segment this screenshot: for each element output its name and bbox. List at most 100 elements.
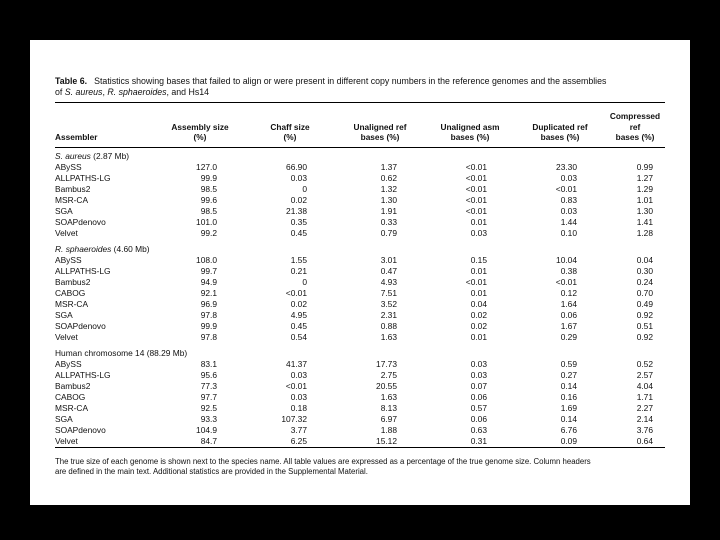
value-cell: 1.28: [636, 227, 653, 238]
value-cell: 0.14: [560, 413, 577, 424]
data-row: CABOG 92.1 <0.01 7.51 0.01 0.12 0.70: [55, 288, 665, 299]
assembler-name: CABOG: [55, 391, 86, 402]
value-cell: 92.5: [200, 402, 217, 413]
value-cell: 0.04: [636, 254, 653, 265]
assembler-name: ALLPATHS-LG: [55, 369, 111, 380]
value-cell: <0.01: [285, 380, 307, 391]
value-cell: 84.7: [200, 435, 217, 446]
assembler-name: Bambus2: [55, 183, 91, 194]
value-cell: 93.3: [200, 413, 217, 424]
value-cell: 0.79: [380, 227, 397, 238]
page-content: Table 6. Statistics showing bases that fa…: [55, 40, 665, 478]
value-cell: 1.32: [380, 183, 397, 194]
assembler-name: ALLPATHS-LG: [55, 172, 111, 183]
assembler-name: SOAPdenovo: [55, 424, 106, 435]
value-cell: 0.04: [470, 298, 487, 309]
value-cell: 4.95: [290, 309, 307, 320]
value-cell: <0.01: [465, 183, 487, 194]
value-cell: 83.1: [200, 358, 217, 369]
footnote-line-2: are defined in the main text. Additional…: [55, 467, 368, 477]
value-cell: 0.35: [290, 216, 307, 227]
value-cell: 0.03: [290, 391, 307, 402]
data-row: ALLPATHS-LG 95.6 0.03 2.75 0.03 0.27 2.57: [55, 370, 665, 381]
value-cell: 0.02: [290, 194, 307, 205]
value-cell: 99.7: [200, 265, 217, 276]
value-cell: 0.14: [560, 380, 577, 391]
value-cell: 17.73: [376, 358, 397, 369]
data-row: SGA 98.5 21.38 1.91 <0.01 0.03 1.30: [55, 206, 665, 217]
value-cell: 92.1: [200, 287, 217, 298]
value-cell: 99.9: [200, 320, 217, 331]
column-header: Unaligned ref bases (%): [353, 121, 407, 143]
value-cell: 107.32: [281, 413, 307, 424]
value-cell: 0.49: [636, 298, 653, 309]
value-cell: 101.0: [196, 216, 217, 227]
value-cell: 0.03: [470, 369, 487, 380]
value-cell: 3.52: [380, 298, 397, 309]
species-name: Human chromosome 14: [55, 347, 145, 358]
data-row: Bambus2 94.9 0 4.93 <0.01 <0.01 0.24: [55, 277, 665, 288]
value-cell: 0.29: [560, 331, 577, 342]
value-cell: 0.45: [290, 227, 307, 238]
value-cell: 0.63: [470, 424, 487, 435]
value-cell: 0.38: [560, 265, 577, 276]
value-cell: <0.01: [465, 205, 487, 216]
value-cell: 98.5: [200, 183, 217, 194]
data-row: ABySS 83.1 41.37 17.73 0.03 0.59 0.52: [55, 359, 665, 370]
value-cell: 0.99: [636, 161, 653, 172]
value-cell: 0.57: [470, 402, 487, 413]
header-row: Assembler Assembly size (%) Chaff size (%) Un…: [55, 103, 665, 147]
caption-text: Statistics showing bases that failed to …: [94, 76, 607, 86]
value-cell: 1.69: [560, 402, 577, 413]
value-cell: 0.62: [380, 172, 397, 183]
value-cell: 94.9: [200, 276, 217, 287]
table-label: Table 6.: [55, 76, 88, 86]
value-cell: 0.10: [560, 227, 577, 238]
value-cell: 0.02: [290, 298, 307, 309]
value-cell: 20.55: [376, 380, 397, 391]
value-cell: 1.29: [636, 183, 653, 194]
value-cell: 0.06: [470, 391, 487, 402]
value-cell: 0.02: [470, 320, 487, 331]
table-caption: Table 6. Statistics showing bases that fa…: [55, 76, 665, 98]
value-cell: 0.01: [470, 265, 487, 276]
value-cell: 0.16: [560, 391, 577, 402]
data-row: Velvet 84.7 6.25 15.12 0.31 0.09 0.64: [55, 436, 665, 448]
data-row: SGA 93.3 107.32 6.97 0.06 0.14 2.14: [55, 414, 665, 425]
data-row: MSR-CA 92.5 0.18 8.13 0.57 1.69 2.27: [55, 403, 665, 414]
data-row: SOAPdenovo 99.9 0.45 0.88 0.02 1.67 0.51: [55, 321, 665, 332]
value-cell: 0.30: [636, 265, 653, 276]
value-cell: 1.63: [380, 331, 397, 342]
value-cell: 0.18: [290, 402, 307, 413]
species-name-italic: S. aureus: [64, 87, 103, 97]
value-cell: 1.30: [636, 205, 653, 216]
value-cell: 1.91: [380, 205, 397, 216]
value-cell: 1.71: [636, 391, 653, 402]
value-cell: 0.27: [560, 369, 577, 380]
value-cell: 99.9: [200, 172, 217, 183]
column-header: Compressed ref bases (%): [609, 111, 661, 142]
document-page: Table 6. Statistics showing bases that fa…: [30, 40, 690, 505]
column-header: Unaligned asm bases (%): [440, 121, 500, 143]
value-cell: 2.27: [636, 402, 653, 413]
value-cell: 0.07: [470, 380, 487, 391]
value-cell: 2.57: [636, 369, 653, 380]
assembler-name: SGA: [55, 205, 73, 216]
value-cell: 0.01: [470, 287, 487, 298]
data-row: MSR-CA 99.6 0.02 1.30 <0.01 0.83 1.01: [55, 195, 665, 206]
value-cell: <0.01: [465, 276, 487, 287]
assembler-name: MSR-CA: [55, 402, 89, 413]
value-cell: 1.44: [560, 216, 577, 227]
value-cell: 7.51: [380, 287, 397, 298]
value-cell: 97.8: [200, 331, 217, 342]
column-header: Assembly size (%): [171, 121, 229, 143]
assembler-name: Bambus2: [55, 380, 91, 391]
value-cell: 0.52: [636, 358, 653, 369]
value-cell: 3.77: [290, 424, 307, 435]
value-cell: 0.59: [560, 358, 577, 369]
assembler-name: SGA: [55, 413, 73, 424]
value-cell: 0.70: [636, 287, 653, 298]
value-cell: 1.27: [636, 172, 653, 183]
value-cell: 1.88: [380, 424, 397, 435]
data-row: SOAPdenovo 104.9 3.77 1.88 0.63 6.76 3.76: [55, 425, 665, 436]
